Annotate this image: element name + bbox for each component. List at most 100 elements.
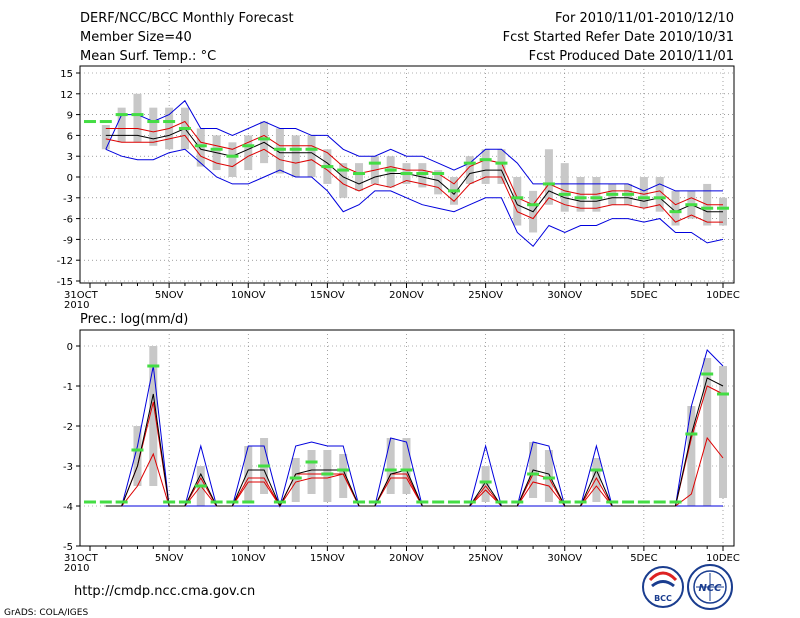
prec-obs-marker	[622, 500, 635, 504]
prec-obs-marker	[242, 500, 255, 504]
temp-ytick-label: -9	[63, 235, 73, 246]
prec-obs-marker	[479, 480, 492, 484]
prec-ytick-label: -2	[63, 422, 73, 433]
temp-obs-marker	[305, 147, 318, 151]
temp-obs-marker	[384, 168, 397, 172]
prec-xtick-label: 20NOV	[389, 553, 424, 564]
prec-obs-marker	[194, 484, 207, 488]
prec-box	[133, 426, 142, 486]
prec-obs-marker	[416, 500, 429, 504]
prec-xtick-label: 5NOV	[155, 553, 184, 564]
temp-xtick-label: 15NOV	[310, 290, 345, 301]
temp-upper-line	[105, 120, 723, 206]
temp-obs-marker	[495, 161, 508, 165]
temp-xtick-label: 10DEC	[706, 290, 740, 301]
temp-box	[513, 177, 522, 226]
temp-obs-marker	[273, 147, 286, 151]
temp-xtick-label: 2010	[64, 300, 89, 311]
temp-obs-marker	[226, 154, 239, 158]
temp-box	[544, 149, 553, 205]
prec-obs-marker	[701, 372, 714, 376]
prec-xtick-label: 5DEC	[630, 553, 657, 564]
temp-box	[307, 135, 316, 177]
temp-mean-line	[105, 127, 723, 213]
temp-xtick-label: 10NOV	[231, 290, 266, 301]
temp-box	[101, 125, 110, 150]
temp-box	[560, 163, 569, 212]
temp-obs-marker	[669, 210, 682, 214]
temp-obs-marker	[368, 161, 381, 165]
header-start-date: Fcst Started Refer Date 2010/10/31	[503, 30, 734, 45]
temp-box	[196, 128, 205, 167]
ncc-logo-text: NCC	[698, 583, 722, 594]
prec-obs-marker	[273, 500, 286, 504]
prec-mean-line	[105, 377, 724, 508]
temp-obs-marker	[194, 144, 207, 148]
temp-obs-marker	[685, 203, 698, 207]
temp-obs-marker	[99, 120, 112, 124]
prec-xtick-label: 31OCT	[64, 553, 99, 564]
prec-box	[687, 406, 696, 506]
prec-box	[386, 438, 395, 494]
prec-xtick-label: 15NOV	[310, 553, 345, 564]
prec-obs-marker	[178, 500, 191, 504]
temp-xtick-label: 31OCT	[64, 290, 99, 301]
temp-obs-marker	[511, 196, 524, 200]
temp-ytick-label: 0	[67, 173, 73, 184]
temp-box	[671, 190, 680, 226]
temp-xtick-label: 30NOV	[547, 290, 582, 301]
temp-obs-marker	[447, 189, 460, 193]
temp-obs-marker	[178, 126, 191, 130]
temp-obs-marker	[479, 158, 492, 162]
prec-obs-marker	[495, 500, 508, 504]
temp-box	[481, 149, 490, 184]
bcc-logo-text: BCC	[654, 594, 672, 603]
prec-obs-marker	[606, 500, 619, 504]
temp-obs-marker	[590, 196, 603, 200]
prec-box	[339, 454, 348, 498]
temp-xtick-label: 5NOV	[155, 290, 184, 301]
temp-box	[133, 93, 142, 143]
footer-credit: GrADS: COLA/IGES	[4, 608, 88, 618]
prec-xtick-label: 2010	[64, 563, 89, 574]
prec-box	[291, 458, 300, 502]
ncc-logo: NCC	[687, 564, 733, 610]
temp-lower-line	[105, 134, 723, 223]
temp-ytick-label: 12	[60, 90, 73, 101]
temp-box	[275, 128, 284, 174]
header-member-size: Member Size=40	[80, 30, 192, 45]
temp-obs-marker	[432, 172, 445, 176]
temp-box	[149, 107, 158, 146]
prec-obs-marker	[574, 500, 587, 504]
temp-obs-marker	[400, 172, 413, 176]
temp-obs-marker	[258, 137, 271, 141]
temp-ytick-label: -12	[57, 256, 73, 267]
temp-obs-marker	[463, 161, 476, 165]
prec-box	[544, 450, 553, 502]
prec-box	[703, 358, 712, 506]
prec-obs-marker	[558, 500, 571, 504]
temp-obs-marker	[289, 147, 302, 151]
temp-obs-marker	[558, 192, 571, 196]
prec-obs-marker	[590, 468, 603, 472]
footer-url[interactable]: http://cmdp.ncc.cma.gov.cn	[74, 584, 255, 599]
prec-obs-marker	[463, 500, 476, 504]
temp-min-line	[105, 148, 724, 248]
temp-ytick-label: -3	[63, 194, 73, 205]
prec-obs-marker	[115, 500, 128, 504]
temp-box	[339, 163, 348, 198]
prec-obs-marker	[321, 472, 334, 476]
prec-obs-marker	[84, 500, 96, 504]
prec-ytick-label: -4	[63, 502, 73, 513]
prec-obs-marker	[258, 464, 271, 468]
temp-box	[228, 142, 237, 177]
prec-obs-marker	[353, 500, 366, 504]
temp-xtick-label: 5DEC	[630, 290, 657, 301]
temp-box	[465, 156, 474, 184]
header-period: For 2010/11/01-2010/12/10	[555, 11, 734, 26]
temp-obs-marker	[622, 192, 635, 196]
prec-box	[323, 450, 332, 502]
temp-obs-marker	[242, 144, 255, 148]
